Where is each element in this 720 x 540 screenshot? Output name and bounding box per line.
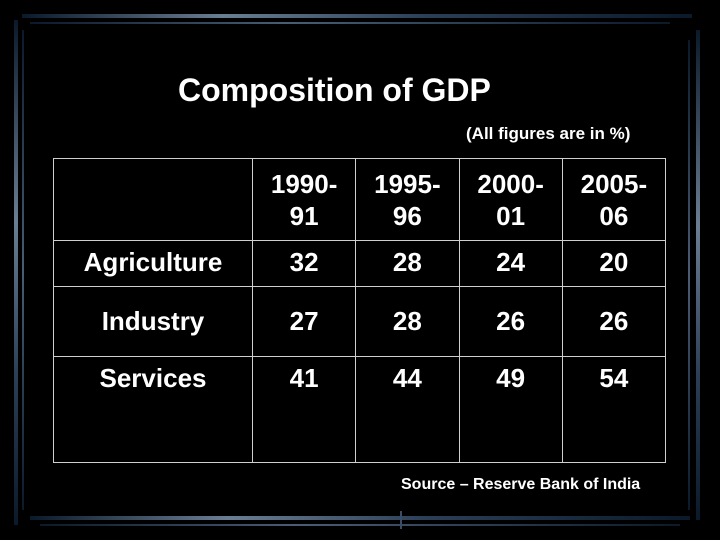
header-empty-cell bbox=[53, 158, 253, 241]
header-year-line1: 2005- bbox=[580, 168, 648, 199]
table-cell: 41 bbox=[251, 356, 357, 463]
frame-bottom-line bbox=[30, 516, 690, 520]
frame-right-line bbox=[696, 30, 700, 520]
header-year-line2: 01 bbox=[496, 200, 526, 231]
header-cell-2005-06: 2005- 06 bbox=[561, 158, 667, 241]
table-cell: 24 bbox=[458, 240, 563, 287]
header-year-line2: 06 bbox=[599, 200, 629, 231]
source-note: Source – Reserve Bank of India bbox=[401, 476, 641, 493]
table-cell: 26 bbox=[458, 286, 563, 357]
header-year-line2: 91 bbox=[289, 200, 319, 231]
frame-right-inner-line bbox=[688, 40, 690, 510]
table-cell: 54 bbox=[561, 356, 667, 463]
table-cell: 49 bbox=[458, 356, 563, 463]
units-note: (All figures are in %) bbox=[466, 124, 631, 143]
table-row-industry: Industry 27 28 26 26 bbox=[53, 286, 667, 357]
table-cell: 28 bbox=[355, 286, 460, 357]
header-year-line2: 96 bbox=[392, 200, 422, 231]
header-cell-2000-01: 2000- 01 bbox=[458, 158, 563, 241]
row-label-agriculture: Agriculture bbox=[53, 240, 253, 287]
table-row-agriculture: Agriculture 32 28 24 20 bbox=[53, 240, 667, 287]
frame-bottom-inner-line bbox=[40, 524, 680, 526]
row-label-services: Services bbox=[53, 356, 253, 463]
header-cell-1990-91: 1990- 91 bbox=[251, 158, 357, 241]
header-year-line1: 1995- bbox=[374, 168, 441, 199]
row-label-industry: Industry bbox=[53, 286, 253, 357]
frame-left-inner-line bbox=[22, 30, 24, 510]
table-cell: 27 bbox=[251, 286, 357, 357]
frame-top-line bbox=[22, 14, 692, 18]
bottom-divider bbox=[400, 511, 402, 529]
header-year-line1: 2000- bbox=[477, 168, 544, 199]
table-row-services: Services 41 44 49 54 bbox=[53, 356, 667, 463]
header-row: 1990- 91 1995- 96 2000- 01 2005- 06 bbox=[53, 158, 667, 241]
slide-title: Composition of GDP bbox=[178, 72, 491, 108]
table-cell: 32 bbox=[251, 240, 357, 287]
gdp-table: 1990- 91 1995- 96 2000- 01 2005- 06 Agri… bbox=[53, 158, 667, 463]
table-cell: 26 bbox=[561, 286, 667, 357]
frame-left-line bbox=[14, 20, 18, 525]
table-cell: 20 bbox=[561, 240, 667, 287]
table-cell: 28 bbox=[355, 240, 460, 287]
header-year-line1: 1990- bbox=[270, 168, 338, 199]
header-cell-1995-96: 1995- 96 bbox=[355, 158, 460, 241]
table-cell: 44 bbox=[355, 356, 460, 463]
frame-top-inner-line bbox=[30, 22, 670, 24]
